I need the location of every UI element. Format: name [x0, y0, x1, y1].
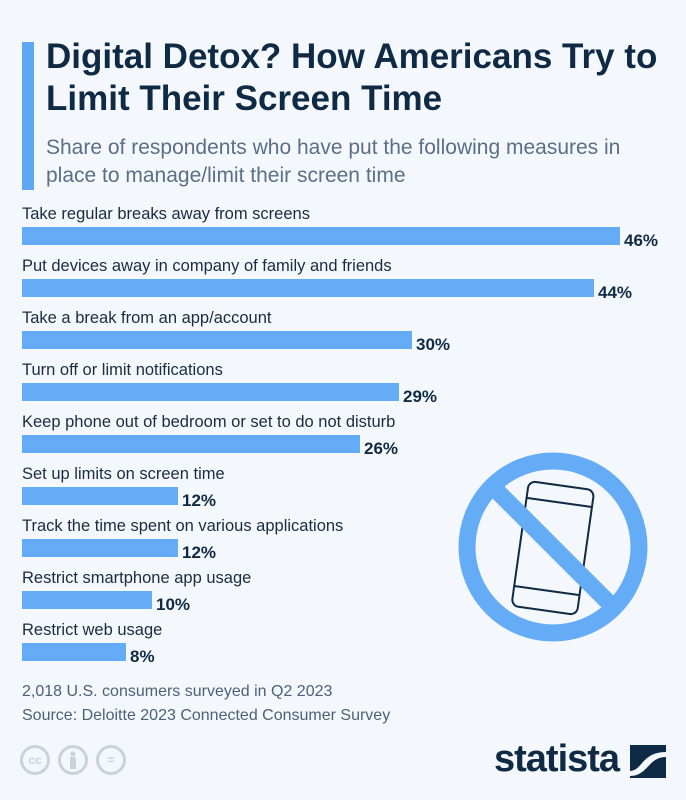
value-label: 12% — [182, 543, 217, 562]
bar — [22, 279, 594, 297]
value-label: 8% — [130, 647, 155, 666]
bar-label: Take a break from an app/account — [22, 309, 272, 327]
value-label: 26% — [364, 439, 399, 458]
statista-logo[interactable]: statista — [494, 738, 620, 780]
statista-logo-mark — [630, 745, 666, 778]
bar — [22, 331, 412, 349]
bar — [22, 643, 126, 661]
bar-label: Track the time spent on various applicat… — [22, 517, 344, 535]
bar-label: Put devices away in company of family an… — [22, 257, 392, 275]
cc-icon[interactable]: cc — [20, 745, 50, 775]
chart-title: Digital Detox? How Americans Try to Limi… — [46, 37, 658, 118]
value-label: 29% — [403, 387, 438, 406]
value-label: 12% — [182, 491, 217, 510]
bar — [22, 487, 178, 505]
title-accent-bar — [22, 42, 34, 190]
bar-label: Restrict smartphone app usage — [22, 569, 252, 587]
no-phone-icon — [458, 452, 648, 642]
no-derivatives-icon[interactable]: = — [96, 745, 126, 775]
bar — [22, 227, 620, 245]
bar — [22, 591, 152, 609]
bar — [22, 435, 360, 453]
attribution-icon[interactable] — [58, 745, 88, 775]
bar-label: Turn off or limit notifications — [22, 361, 223, 379]
source-text: Source: Deloitte 2023 Connected Consumer… — [22, 707, 391, 724]
value-label: 10% — [156, 595, 191, 614]
license-icons: cc = — [20, 745, 126, 775]
value-label: 44% — [598, 283, 633, 302]
bar-label: Restrict web usage — [22, 621, 163, 639]
chart-subtitle: Share of respondents who have put the fo… — [46, 136, 621, 187]
bar — [22, 539, 178, 557]
survey-note: 2,018 U.S. consumers surveyed in Q2 2023 — [22, 683, 333, 700]
bar-label: Keep phone out of bedroom or set to do n… — [22, 413, 396, 431]
value-label: 30% — [416, 335, 451, 354]
value-label: 46% — [624, 231, 659, 250]
bar — [22, 383, 399, 401]
bar-label: Take regular breaks away from screens — [22, 205, 310, 223]
bar-label: Set up limits on screen time — [22, 465, 225, 483]
